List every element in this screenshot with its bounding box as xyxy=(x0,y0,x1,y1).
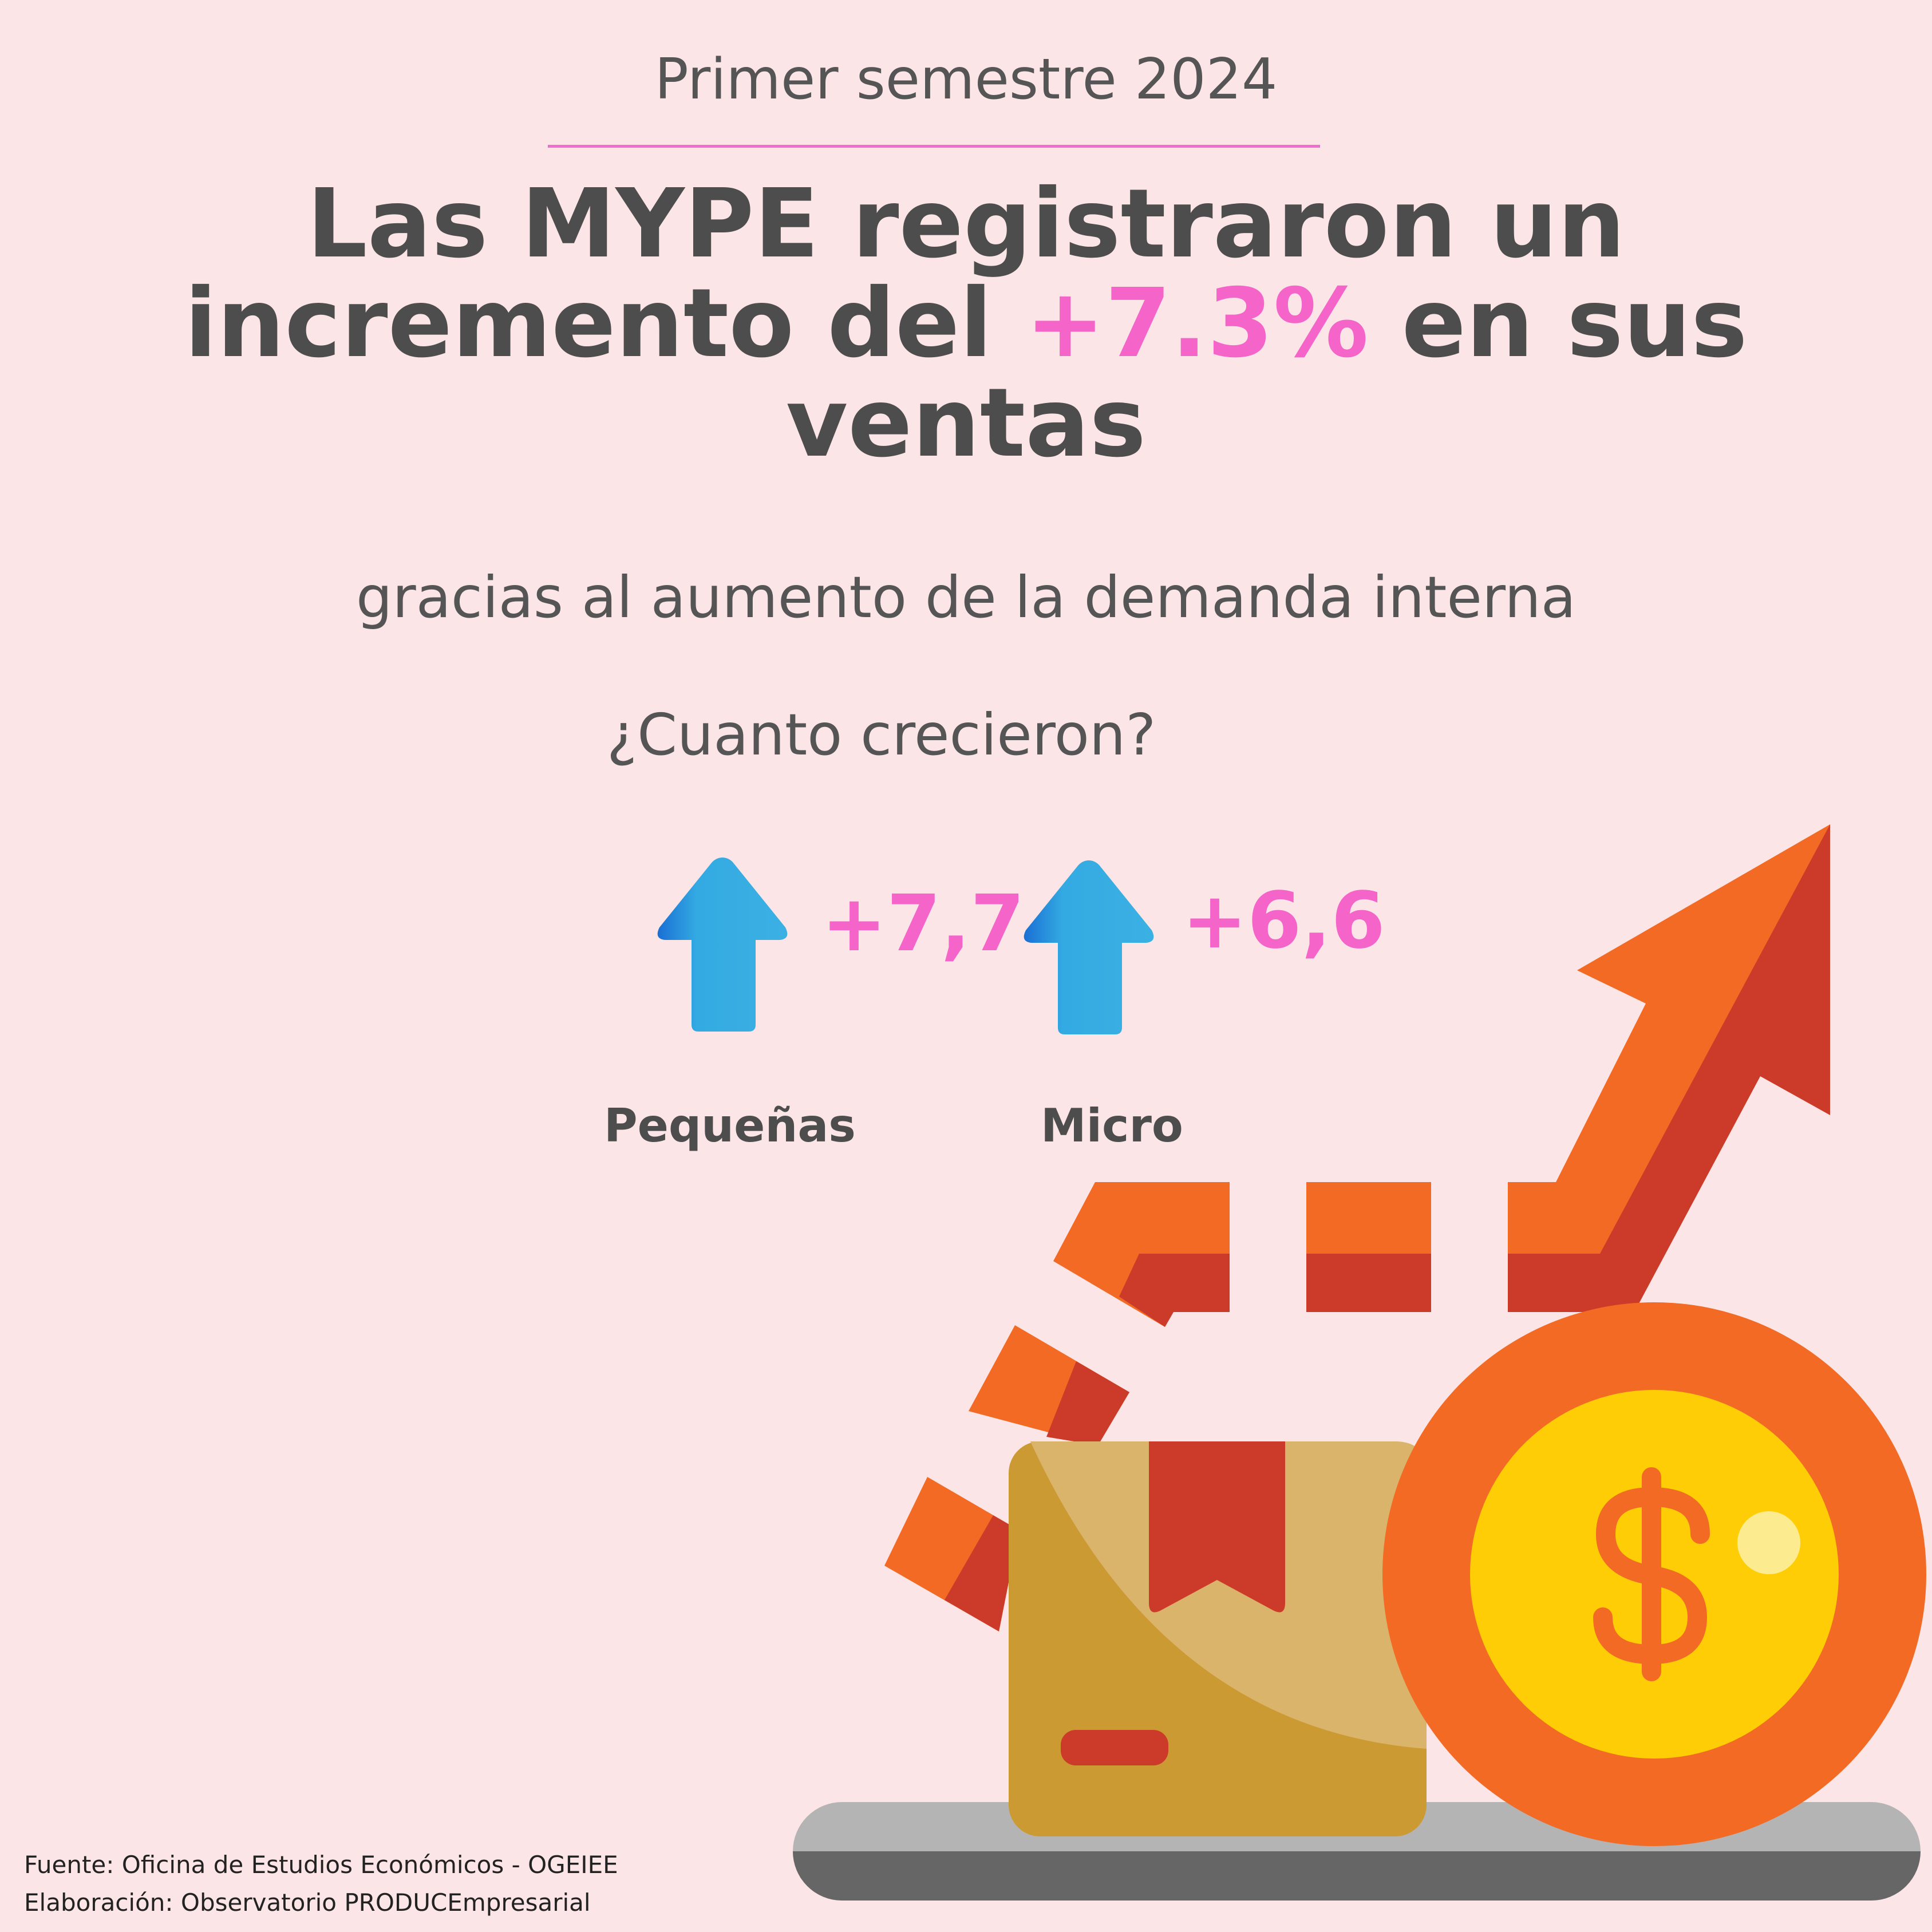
box-icon xyxy=(1009,1441,1427,1836)
segment-label: Pequeñas xyxy=(604,1099,856,1152)
period-label: Primer semestre 2024 xyxy=(654,47,1278,112)
source-note: Fuente: Oficina de Estudios Económicos -… xyxy=(24,1851,618,1879)
headline: Las MYPE registraron un incremento del +… xyxy=(114,175,1818,473)
up-arrow-icon xyxy=(1024,860,1154,1034)
footer: Fuente: Oficina de Estudios Económicos -… xyxy=(24,1846,618,1922)
headline-text-2: en sus ventas xyxy=(785,268,1748,479)
headline-highlight: +7.3% xyxy=(1025,268,1369,379)
credit-note: Elaboración: Observatorio PRODUCEmpresar… xyxy=(24,1888,591,1917)
segment-value: +7,7 xyxy=(821,879,1025,969)
headline-text-1: Las MYPE registraron un incremento del xyxy=(184,169,1626,379)
header-divider xyxy=(548,145,1320,148)
trend-arrow-icon xyxy=(884,824,1830,1631)
subtitle: gracias al aumento de la demanda interna xyxy=(356,564,1576,631)
segment-value: +6,6 xyxy=(1182,876,1385,966)
question-label: ¿Cuanto crecieron? xyxy=(607,701,1156,768)
segment-label: Micro xyxy=(1041,1099,1183,1152)
up-arrow-icon xyxy=(657,858,788,1032)
dollar-coin-icon xyxy=(1382,1302,1926,1846)
